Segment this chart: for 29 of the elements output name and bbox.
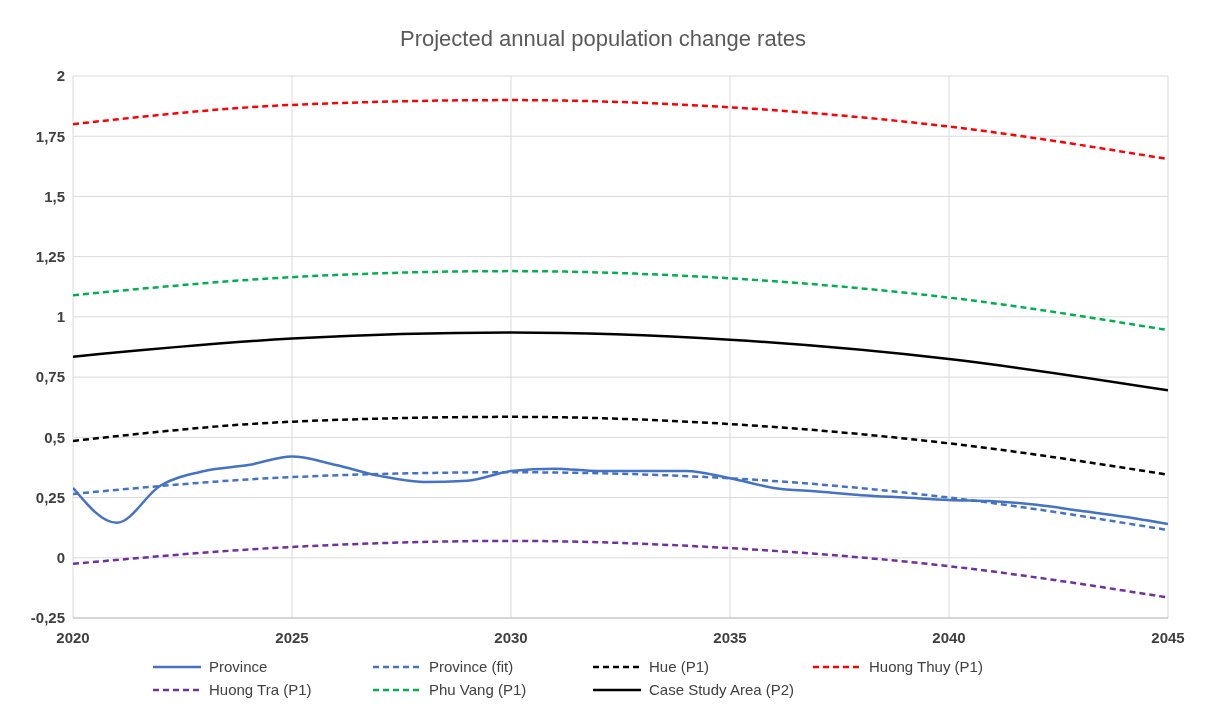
legend-label: Case Study Area (P2) [649,681,795,698]
line-series [73,269,1168,332]
line-series [73,98,1168,161]
legend-label: Huong Thuy (P1) [869,658,983,675]
y-tick-label: 2 [56,67,65,85]
y-tick-label: 0,5 [44,428,65,446]
legend-label: Province [209,658,268,675]
y-tick-label: 1,75 [35,127,65,145]
y-tick-label: -0,25 [30,609,65,627]
line-series [73,331,1168,392]
y-tick-label: 0,25 [35,488,65,506]
x-tick-label: 2035 [713,628,747,646]
x-tick-label: 2020 [56,628,90,646]
x-tick-label: 2040 [932,628,966,646]
y-tick-label: 1 [56,308,65,326]
line-series [73,539,1168,599]
chart-title: Projected annual population change rates [398,25,808,53]
y-tick-label: 1,25 [35,247,65,265]
x-tick-label: 2025 [275,628,309,646]
y-tick-label: 0,75 [35,368,65,386]
line-series [73,415,1168,476]
legend-label: Huong Tra (P1) [209,681,312,698]
x-tick-label: 2030 [494,628,528,646]
y-tick-label: 0 [56,549,65,567]
y-tick-label: 1,5 [44,187,65,205]
legend-label: Phu Vang (P1) [429,681,527,698]
x-tick-label: 2045 [1151,628,1185,646]
legend-label: Province (fit) [429,658,514,675]
legend-label: Hue (P1) [649,658,710,675]
